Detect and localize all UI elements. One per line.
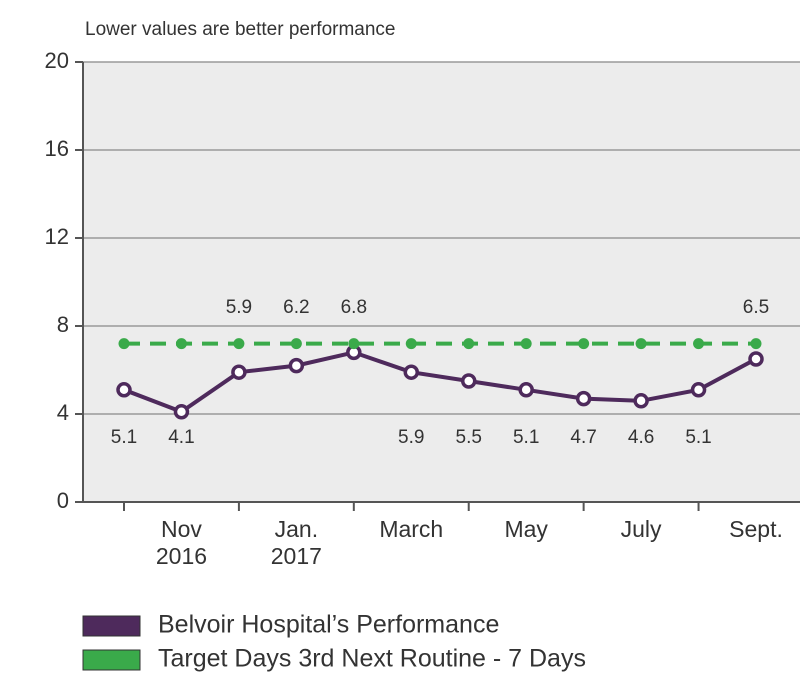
- target-point: [578, 338, 590, 350]
- data-label: 5.1: [685, 427, 711, 448]
- data-point: [116, 382, 132, 398]
- data-label: 5.5: [456, 427, 482, 448]
- data-point: [231, 364, 247, 380]
- data-label: 5.1: [111, 427, 137, 448]
- x-tick-label: March: [379, 516, 444, 542]
- x-tick-label: Sept.: [729, 516, 783, 542]
- data-point: [748, 351, 764, 367]
- data-point: [518, 382, 534, 398]
- data-point: [460, 373, 477, 389]
- target-point: [635, 338, 647, 350]
- y-tick-label: 12: [45, 224, 69, 249]
- plot-area: [83, 62, 800, 502]
- data-label: 5.9: [398, 427, 424, 448]
- target-point: [290, 338, 302, 350]
- data-label: 6.2: [283, 297, 309, 318]
- legend-label: Target Days 3rd Next Routine - 7 Days: [158, 645, 586, 673]
- target-point: [750, 338, 762, 350]
- x-tick-label: Jan. 2017: [270, 516, 322, 569]
- data-point: [288, 357, 305, 374]
- data-label: 5.9: [226, 297, 252, 318]
- y-tick-label: 20: [45, 48, 69, 73]
- target-point: [405, 338, 417, 350]
- x-tick-label: May: [504, 516, 548, 542]
- y-tick-label: 8: [57, 312, 69, 337]
- data-label: 6.8: [341, 297, 367, 318]
- target-point: [118, 338, 130, 350]
- x-tick-label: Nov 2016: [155, 516, 208, 569]
- target-point: [175, 338, 187, 350]
- data-label: 5.1: [513, 427, 539, 448]
- legend-label: Belvoir Hospital’s Performance: [158, 611, 499, 639]
- chart-subtitle: Lower values are better performance: [85, 19, 396, 40]
- y-tick-label: 16: [45, 136, 69, 161]
- target-point: [348, 338, 360, 350]
- target-point: [463, 338, 475, 350]
- data-point: [575, 390, 592, 407]
- legend-swatch: [82, 649, 141, 671]
- data-point: [403, 364, 420, 380]
- data-label: 4.6: [628, 427, 654, 448]
- data-label: 4.7: [570, 427, 596, 448]
- data-label: 6.5: [743, 297, 769, 318]
- y-tick-label: 4: [57, 400, 69, 425]
- x-tick-label: July: [620, 516, 662, 542]
- target-point: [693, 338, 705, 350]
- data-point: [173, 404, 190, 420]
- series-line: [123, 350, 757, 415]
- data-label: 4.1: [168, 427, 194, 448]
- y-tick-label: 0: [57, 488, 69, 513]
- legend-swatch: [82, 615, 141, 637]
- target-point: [233, 338, 245, 350]
- data-point: [633, 393, 649, 409]
- target-point: [520, 338, 532, 350]
- data-point: [690, 382, 707, 398]
